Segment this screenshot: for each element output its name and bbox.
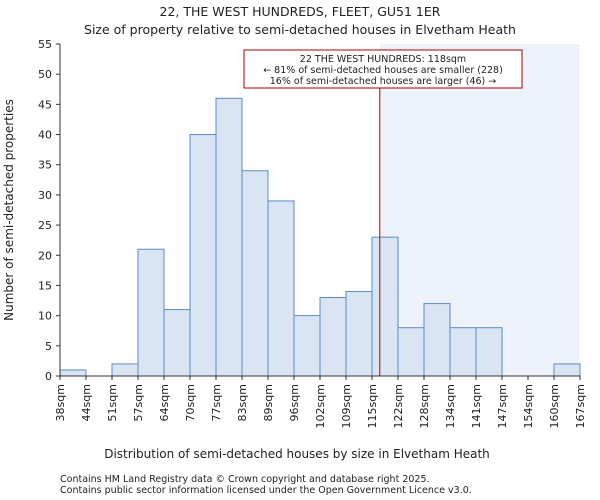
y-axis-label: Number of semi-detached properties — [2, 99, 16, 321]
chart-subtitle: Size of property relative to semi-detach… — [84, 22, 516, 37]
annotation-line-larger: 16% of semi-detached houses are larger (… — [270, 76, 497, 87]
bar-122sqm — [397, 327, 425, 377]
x-tick-label: 154sqm — [522, 384, 535, 428]
bar-38sqm — [59, 369, 87, 377]
larger-region-highlight — [379, 44, 580, 376]
x-tick-label: 141sqm — [470, 384, 483, 428]
x-axis-label: Distribution of semi-detached houses by … — [104, 447, 490, 461]
x-tick-label: 38sqm — [54, 384, 67, 421]
y-tick-label: 10 — [38, 310, 52, 323]
x-tick-label: 64sqm — [158, 384, 171, 421]
x-tick-label: 147sqm — [496, 384, 509, 428]
annotation-line-smaller: ← 81% of semi-detached houses are smalle… — [263, 65, 503, 76]
y-tick-label: 35 — [38, 159, 52, 172]
x-tick-label: 109sqm — [340, 384, 353, 428]
annotation-box — [243, 49, 523, 89]
x-tick-label: 160sqm — [548, 384, 561, 428]
y-tick-label: 0 — [45, 370, 52, 383]
bar-83sqm — [241, 170, 269, 377]
y-tick-label: 45 — [38, 98, 52, 111]
annotation-line-property: 22 THE WEST HUNDREDS: 118sqm — [300, 54, 466, 65]
bar-134sqm — [449, 327, 477, 377]
y-tick-label: 55 — [38, 38, 52, 51]
x-tick-label: 44sqm — [80, 384, 93, 421]
x-tick-label: 134sqm — [444, 384, 457, 428]
y-tick-label: 30 — [38, 189, 52, 202]
x-tick-label: 167sqm — [574, 384, 587, 428]
chart-title: 22, THE WEST HUNDREDS, FLEET, GU51 1ER — [160, 4, 441, 19]
x-tick-label: 51sqm — [106, 384, 119, 421]
x-tick-label: 115sqm — [366, 384, 379, 428]
footer-line-1: Contains HM Land Registry data © Crown c… — [60, 474, 430, 485]
y-tick-label: 25 — [38, 219, 52, 232]
bar-160sqm — [553, 363, 581, 377]
bar-96sqm — [293, 315, 321, 377]
bar-64sqm — [163, 309, 191, 377]
bar-57sqm — [137, 248, 165, 377]
x-tick-label: 128sqm — [418, 384, 431, 428]
x-tick-label: 70sqm — [184, 384, 197, 421]
x-tick-label: 96sqm — [288, 384, 301, 421]
x-tick-label: 77sqm — [210, 384, 223, 421]
x-tick-label: 83sqm — [236, 384, 249, 421]
y-tick-label: 15 — [38, 279, 52, 292]
bar-102sqm — [319, 297, 347, 377]
x-tick-label: 57sqm — [132, 384, 145, 421]
x-tick-label: 102sqm — [314, 384, 327, 428]
y-tick-label: 20 — [38, 249, 52, 262]
x-tick-label: 122sqm — [392, 384, 405, 428]
footer-line-2: Contains public sector information licen… — [60, 485, 472, 496]
y-tick-label: 50 — [38, 68, 52, 81]
bar-51sqm — [111, 363, 139, 377]
y-tick-label: 5 — [45, 340, 52, 353]
bar-109sqm — [345, 290, 373, 377]
y-tick-label: 40 — [38, 129, 52, 142]
bar-89sqm — [267, 200, 295, 377]
bar-77sqm — [215, 97, 243, 377]
bar-128sqm — [423, 303, 451, 377]
bar-115sqm — [371, 236, 399, 377]
x-tick-label: 89sqm — [262, 384, 275, 421]
bar-70sqm — [189, 134, 217, 377]
bar-141sqm — [475, 327, 503, 377]
